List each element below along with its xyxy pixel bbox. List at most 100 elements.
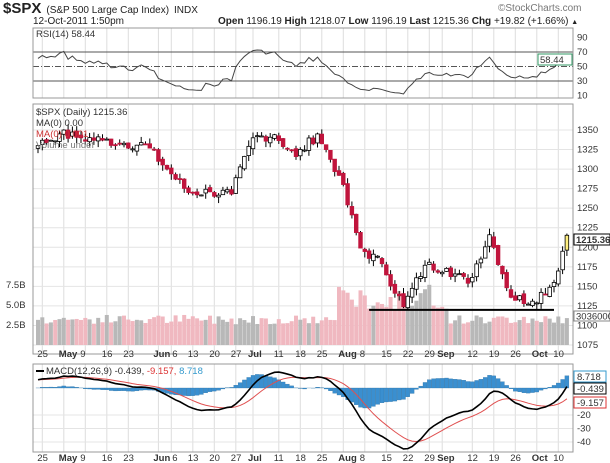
- candle: [564, 234, 570, 251]
- x-tick-label: 15: [381, 349, 392, 360]
- volume-bar: [53, 319, 58, 345]
- macd-histogram-bar: [465, 381, 471, 389]
- volume-bar: [362, 295, 367, 345]
- volume-bar: [216, 316, 221, 345]
- x-tick-label: 11: [274, 349, 284, 360]
- volume-bar: [380, 303, 384, 345]
- volume-bar: [147, 319, 152, 345]
- volume-bar: [61, 317, 66, 345]
- rsi-tick-label: 50: [577, 62, 588, 73]
- volume-bar: [478, 317, 483, 345]
- x-tick-label: 27: [231, 453, 242, 463]
- volume-bar: [496, 316, 501, 345]
- macd-histogram-bar: [435, 378, 441, 389]
- price-tick-label: 1325: [577, 145, 598, 156]
- macd-histogram-bar: [263, 375, 269, 389]
- price-tick-label: 1125: [577, 301, 597, 312]
- macd-histogram-bar: [186, 387, 191, 397]
- volume-bar: [91, 323, 96, 345]
- x-tick-label: Oct: [532, 453, 549, 463]
- x-tick-label: 27: [231, 349, 242, 360]
- macd-histogram-bar: [246, 377, 251, 389]
- candle: [543, 293, 548, 296]
- candle: [276, 135, 281, 142]
- volume-tick-label: 2.5B: [6, 320, 26, 331]
- macd-histogram-bar: [397, 387, 402, 401]
- x-tick-label: 9: [80, 349, 85, 360]
- x-tick-label: 6: [172, 349, 177, 360]
- volume-bar: [152, 317, 157, 345]
- volume-bar: [272, 323, 277, 345]
- volume-bar: [246, 322, 251, 345]
- candle: [117, 142, 122, 145]
- volume-bar: [113, 321, 118, 345]
- x-tick-label: 20: [209, 453, 220, 463]
- chg-label: Chg: [471, 16, 492, 27]
- macd-histogram-bar: [212, 387, 217, 392]
- candle: [495, 245, 501, 265]
- last-label: Last: [409, 16, 430, 27]
- quote-line: Open 1196.19 High 1218.07 Low 1196.19 La…: [218, 16, 578, 27]
- macd-histogram-bar: [564, 375, 570, 389]
- macd-histogram-bar: [74, 387, 79, 389]
- chg-value: +19.82 (+1.66%): [493, 16, 569, 27]
- candle: [435, 270, 441, 273]
- price-tick-label: 1275: [577, 184, 598, 195]
- candle: [405, 295, 410, 309]
- volume-bar: [212, 323, 217, 345]
- candle: [448, 267, 453, 277]
- volume-tick-label: 5.0B: [6, 300, 26, 311]
- candle: [224, 189, 230, 193]
- candle: [452, 273, 458, 277]
- macd-histogram-bar: [405, 387, 410, 397]
- candle: [78, 134, 84, 139]
- macd-tick-label: -20: [577, 410, 591, 421]
- volume-bar: [397, 291, 402, 345]
- high-value: 1218.07: [309, 16, 346, 27]
- macd-histogram-bar: [61, 385, 66, 389]
- macd-histogram-bar: [220, 387, 226, 390]
- macd-histogram-bar: [134, 387, 140, 392]
- candle: [310, 137, 316, 145]
- macd-histogram-bar: [117, 387, 122, 391]
- volume-bar: [547, 318, 552, 345]
- volume-bar: [337, 286, 341, 345]
- ma1-legend: MA(0) 0.00: [36, 118, 83, 129]
- candle: [233, 177, 238, 194]
- volume-bar: [263, 318, 268, 345]
- macd-histogram-bar: [289, 385, 294, 389]
- volume-bar: [40, 317, 45, 345]
- candle: [263, 136, 269, 142]
- macd-histogram-bar: [113, 387, 118, 392]
- candle: [560, 250, 565, 271]
- ma2-legend: MA(0) 0.001: [36, 129, 88, 140]
- candle: [302, 149, 307, 152]
- x-tick-label: 13: [188, 453, 199, 463]
- volume-bar: [444, 308, 449, 345]
- macd-histogram-bar: [53, 387, 58, 389]
- macd-histogram-bar: [560, 379, 565, 389]
- macd-histogram-bar: [526, 387, 531, 394]
- x-tick-label: 19: [489, 453, 500, 463]
- volume-bar: [345, 292, 350, 345]
- rsi-tick-label: 10: [577, 91, 588, 102]
- x-tick-label: 10: [553, 453, 564, 463]
- candle: [57, 133, 62, 142]
- volume-bar: [109, 322, 114, 345]
- x-tick-label: 16: [102, 453, 113, 463]
- exchange: INDX: [174, 5, 198, 16]
- macd-histogram-bar: [517, 387, 522, 392]
- macd-histogram-bar: [349, 387, 355, 403]
- volume-bar: [401, 297, 406, 345]
- volume-bar: [87, 319, 92, 345]
- macd-series: [35, 371, 570, 450]
- volume-bar: [388, 297, 393, 345]
- volume-bar: [156, 315, 161, 345]
- candle: [418, 276, 423, 279]
- x-tick-label: 15: [381, 453, 392, 463]
- candle: [156, 149, 161, 162]
- volume-bar: [358, 290, 363, 345]
- volume-bar: [177, 321, 182, 345]
- candle: [336, 170, 342, 176]
